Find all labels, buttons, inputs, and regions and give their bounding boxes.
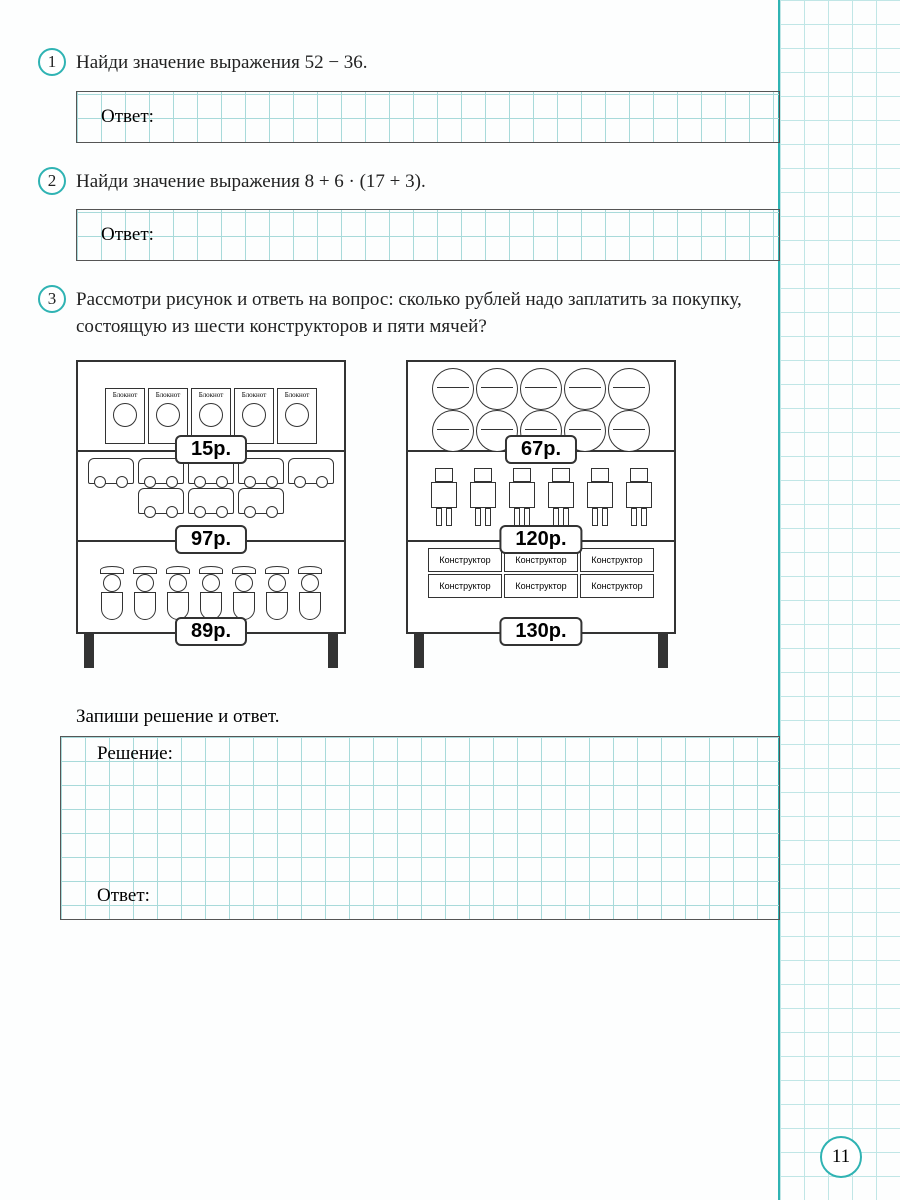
task-2-text: Найди значение выражения 8 + 6 · (17 + 3… <box>76 169 780 196</box>
solution-answer-label: Ответ: <box>97 885 150 907</box>
car-item <box>88 458 134 484</box>
car-item <box>188 488 234 514</box>
kit-item: Конструктор <box>580 574 654 598</box>
car-item <box>138 488 184 514</box>
shelves-illustration: Блокнот Блокнот Блокнот Блокнот Блокнот … <box>76 360 780 668</box>
notebook-item: Блокнот <box>105 388 145 444</box>
task-1-answer-label: Ответ: <box>101 106 154 128</box>
task-2: 2 Найди значение выражения 8 + 6 · (17 +… <box>40 169 780 262</box>
right-margin-grid <box>780 0 900 1200</box>
notebook-item: Блокнот <box>277 388 317 444</box>
task-1: 1 Найди значение выражения 52 − 36. Отве… <box>40 50 780 143</box>
shelf-left-row1: Блокнот Блокнот Блокнот Блокнот Блокнот … <box>78 362 344 452</box>
shelf-right-row3: Конструктор Конструктор Конструктор Конс… <box>408 542 674 632</box>
solution-box[interactable]: Решение: Ответ: <box>60 736 780 920</box>
shelf-left-row3: 89р. <box>78 542 344 632</box>
kit-item: Конструктор <box>504 574 578 598</box>
price-balls: 67р. <box>505 435 577 464</box>
ball-item <box>564 368 606 410</box>
ball-item <box>476 368 518 410</box>
price-notebooks: 15р. <box>175 435 247 464</box>
doll-item <box>130 566 160 626</box>
kit-item: Конструктор <box>428 574 502 598</box>
page-number: 11 <box>820 1136 862 1178</box>
task-1-answer-box[interactable]: Ответ: <box>76 91 780 143</box>
solution-label: Решение: <box>97 743 173 765</box>
shelf-left: Блокнот Блокнот Блокнот Блокнот Блокнот … <box>76 360 346 668</box>
doll-item <box>97 566 127 626</box>
doll-item <box>262 566 292 626</box>
robot-item <box>582 468 618 534</box>
price-robots: 120р. <box>499 525 582 554</box>
task-2-answer-label: Ответ: <box>101 224 154 246</box>
ball-item <box>608 410 650 452</box>
task-1-text: Найди значение выражения 52 − 36. <box>76 50 780 77</box>
shelf-right-row2: 120р. <box>408 452 674 542</box>
car-item <box>238 488 284 514</box>
price-cars: 97р. <box>175 525 247 554</box>
doll-item <box>295 566 325 626</box>
price-dolls: 89р. <box>175 617 247 646</box>
ball-item <box>432 368 474 410</box>
robot-item <box>426 468 462 534</box>
task-number-2: 2 <box>38 167 66 195</box>
ball-item <box>432 410 474 452</box>
kit-item: Конструктор <box>428 548 502 572</box>
shelf-left-row2: 97р. <box>78 452 344 542</box>
shelf-right: 67р. 120р. <box>406 360 676 668</box>
price-kits: 130р. <box>499 617 582 646</box>
kit-item: Конструктор <box>580 548 654 572</box>
robot-item <box>465 468 501 534</box>
page-content: 1 Найди значение выражения 52 − 36. Отве… <box>40 20 780 1170</box>
ball-item <box>608 368 650 410</box>
task-3: 3 Рассмотри рисунок и ответь на вопрос: … <box>40 287 780 920</box>
shelf-right-row1: 67р. <box>408 362 674 452</box>
ball-item <box>520 368 562 410</box>
task-number-3: 3 <box>38 285 66 313</box>
car-item <box>288 458 334 484</box>
task-2-answer-box[interactable]: Ответ: <box>76 209 780 261</box>
task-3-text: Рассмотри рисунок и ответь на вопрос: ск… <box>76 287 780 340</box>
solution-header: Запиши решение и ответ. <box>76 706 780 728</box>
task-number-1: 1 <box>38 48 66 76</box>
robot-item <box>621 468 657 534</box>
